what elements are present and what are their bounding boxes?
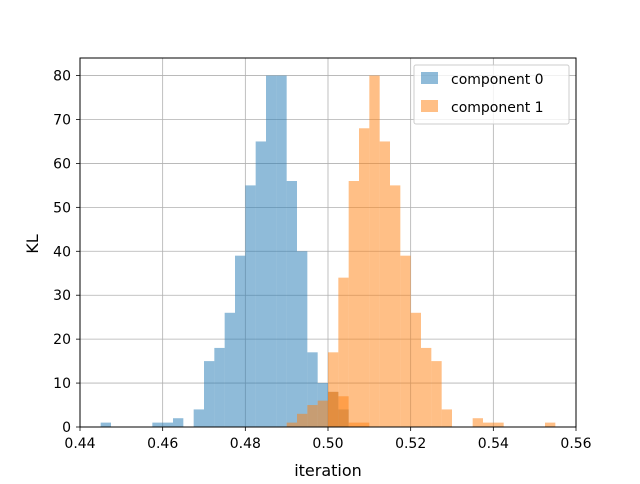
histogram-bar-component-1 — [421, 347, 432, 427]
y-tick-label: 80 — [53, 69, 71, 85]
legend-swatch-component-0 — [421, 72, 438, 84]
histogram-bar-component-1 — [483, 422, 494, 427]
histogram-bar-component-0 — [162, 422, 173, 427]
histogram-bar-component-0 — [255, 141, 266, 427]
legend: component 0 component 1 — [413, 64, 570, 125]
histogram-bar-component-1 — [286, 422, 297, 427]
histogram-bar-component-1 — [493, 422, 504, 427]
x-tick-label: 0.46 — [147, 436, 178, 452]
histogram-bar-component-1 — [441, 409, 452, 427]
x-tick-label: 0.56 — [560, 436, 591, 452]
histogram-bar-component-1 — [338, 277, 349, 427]
legend-swatch-component-1 — [421, 100, 438, 112]
histogram-bar-component-0 — [307, 352, 318, 427]
histogram-bar-component-0 — [214, 347, 225, 427]
x-tick-label: 0.52 — [395, 436, 426, 452]
histogram-bar-component-1 — [348, 181, 359, 427]
histogram-bar-component-1 — [369, 75, 380, 428]
histogram-bar-component-0 — [276, 75, 287, 428]
histogram-bar-component-1 — [307, 405, 318, 427]
histogram-bar-component-1 — [390, 185, 401, 427]
histogram-bar-component-0 — [224, 312, 235, 427]
histogram-bar-component-1 — [359, 128, 370, 428]
histogram-bars — [100, 75, 556, 428]
y-axis-ticks: 0 10 20 30 40 50 60 70 80 — [53, 69, 80, 436]
y-tick-label: 0 — [62, 420, 71, 436]
x-tick-label: 0.44 — [64, 436, 95, 452]
legend-frame — [413, 64, 570, 125]
histogram-bar-component-1 — [400, 255, 411, 427]
histogram-bar-component-0 — [100, 422, 111, 427]
y-tick-label: 40 — [53, 244, 71, 260]
histogram-bar-component-1 — [379, 141, 390, 427]
histogram-bar-component-0 — [286, 181, 297, 427]
x-axis-ticks: 0.44 0.46 0.48 0.50 0.52 0.54 0.56 — [64, 427, 592, 452]
legend-label-component-1: component 1 — [451, 100, 544, 116]
x-tick-label: 0.50 — [312, 436, 343, 452]
histogram-bar-component-0 — [173, 418, 184, 427]
y-tick-label: 60 — [53, 156, 71, 172]
y-tick-label: 30 — [53, 288, 71, 304]
histogram-bar-component-0 — [266, 75, 277, 428]
histogram-bar-component-1 — [545, 422, 556, 427]
y-tick-label: 70 — [53, 113, 71, 129]
histogram-bar-component-1 — [328, 352, 339, 427]
x-axis-label: iteration — [294, 461, 362, 480]
histogram-bar-component-0 — [297, 251, 308, 427]
histogram-bar-component-0 — [204, 361, 215, 427]
legend-label-component-0: component 0 — [451, 72, 544, 88]
histogram-bar-component-1 — [472, 418, 483, 427]
histogram-bar-component-1 — [431, 361, 442, 427]
y-tick-label: 10 — [53, 376, 71, 392]
histogram-bar-component-0 — [245, 185, 256, 427]
y-tick-label: 20 — [53, 332, 71, 348]
histogram-bar-component-0 — [152, 422, 163, 427]
histogram-bar-component-1 — [297, 413, 308, 427]
y-axis-label: KL — [23, 234, 42, 253]
x-tick-label: 0.48 — [230, 436, 261, 452]
y-tick-label: 50 — [53, 200, 71, 216]
histogram-bar-component-0 — [193, 409, 204, 427]
histogram-bar-component-1 — [317, 400, 328, 427]
histogram-bar-component-1 — [410, 312, 421, 427]
histogram-bar-component-0 — [235, 255, 246, 427]
x-tick-label: 0.54 — [478, 436, 509, 452]
